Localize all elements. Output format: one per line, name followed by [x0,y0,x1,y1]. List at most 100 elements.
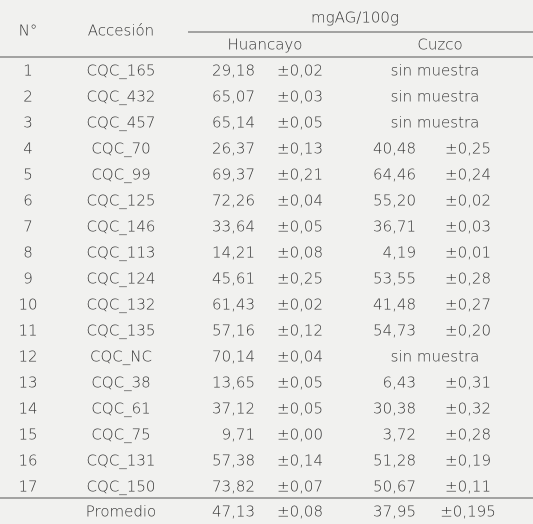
huancayo-value: 9,71 [222,426,255,444]
row-number: 13 [18,374,37,392]
huancayo-error: ±0,05 [277,114,323,132]
huancayo-error: ±0,12 [277,322,323,340]
huancayo-value: 26,37 [212,140,255,158]
huancayo-error: ±0,03 [277,88,323,106]
accession: CQC_432 [87,88,156,106]
huancayo-value: 14,21 [212,244,255,262]
huancayo-value: 57,38 [212,452,255,470]
huancayo-value: 70,14 [212,348,255,366]
cuzco-value: 64,46 [373,166,416,184]
huancayo-error: ±0,05 [277,218,323,236]
accession: CQC_113 [87,244,156,262]
cuzco-value: 41,48 [373,296,416,314]
accession: CQC_132 [87,296,156,314]
row-number: 7 [23,218,33,236]
accession: CQC_125 [87,192,156,210]
huancayo-error: ±0,21 [277,166,323,184]
huancayo-error: ±0,04 [277,192,323,210]
no-sample: sin muestra [391,348,480,366]
cuzco-value: 6,43 [383,374,416,392]
no-sample: sin muestra [391,62,480,80]
huancayo-error: ±0,07 [277,478,323,496]
accession: CQC_146 [87,218,156,236]
huancayo-error: ±0,05 [277,374,323,392]
accession: CQC_99 [91,166,150,184]
accession: CQC_135 [87,322,156,340]
huancayo-value: 65,14 [212,114,255,132]
huancayo-value: 73,82 [212,478,255,496]
cuzco-value: 54,73 [373,322,416,340]
huancayo-value: 65,07 [212,88,255,106]
header-number: N° [19,22,38,40]
row-number: 11 [18,322,37,340]
accession: CQC_NC [90,348,152,366]
cuzco-value: 51,28 [373,452,416,470]
huancayo-value: 72,26 [212,192,255,210]
cuzco-value: 3,72 [383,426,416,444]
header-accession: Accesión [88,22,154,40]
cuzco-error: ±0,11 [445,478,491,496]
header-site2: Cuzco [417,36,462,54]
cuzco-error: ±0,27 [445,296,491,314]
huancayo-value: 45,61 [212,270,255,288]
footer-huancayo-error: ±0,08 [277,503,323,521]
accession: CQC_150 [87,478,156,496]
huancayo-error: ±0,05 [277,400,323,418]
cuzco-value: 40,48 [373,140,416,158]
footer-cuzco-error: ±0,195 [440,503,496,521]
row-number: 14 [18,400,37,418]
row-number: 16 [18,452,37,470]
cuzco-value: 55,20 [373,192,416,210]
huancayo-error: ±0,13 [277,140,323,158]
no-sample: sin muestra [391,88,480,106]
header-unit: mgAG/100g [311,9,399,27]
no-sample: sin muestra [391,114,480,132]
row-number: 4 [23,140,33,158]
accession: CQC_38 [91,374,150,392]
row-number: 1 [23,62,33,80]
cuzco-error: ±0,25 [445,140,491,158]
cuzco-value: 36,71 [373,218,416,236]
accession: CQC_457 [87,114,156,132]
cuzco-error: ±0,02 [445,192,491,210]
huancayo-error: ±0,00 [277,426,323,444]
row-number: 2 [23,88,33,106]
row-number: 9 [23,270,33,288]
cuzco-error: ±0,03 [445,218,491,236]
cuzco-error: ±0,01 [445,244,491,262]
huancayo-error: ±0,08 [277,244,323,262]
row-number: 5 [23,166,33,184]
cuzco-value: 4,19 [383,244,416,262]
huancayo-value: 37,12 [212,400,255,418]
huancayo-error: ±0,04 [277,348,323,366]
huancayo-error: ±0,25 [277,270,323,288]
accession: CQC_131 [87,452,156,470]
row-number: 17 [18,478,37,496]
huancayo-value: 29,18 [212,62,255,80]
cuzco-error: ±0,28 [445,426,491,444]
row-number: 10 [18,296,37,314]
header-site1: Huancayo [228,36,303,54]
cuzco-error: ±0,31 [445,374,491,392]
cuzco-error: ±0,24 [445,166,491,184]
cuzco-error: ±0,32 [445,400,491,418]
accession: CQC_124 [87,270,156,288]
cuzco-value: 50,67 [373,478,416,496]
huancayo-value: 69,37 [212,166,255,184]
huancayo-value: 61,43 [212,296,255,314]
accession: CQC_75 [91,426,150,444]
row-number: 15 [18,426,37,444]
cuzco-value: 53,55 [373,270,416,288]
accession: CQC_61 [91,400,150,418]
cuzco-value: 30,38 [373,400,416,418]
footer-cuzco-value: 37,95 [373,503,416,521]
huancayo-error: ±0,02 [277,296,323,314]
accession: CQC_165 [87,62,156,80]
huancayo-value: 13,65 [212,374,255,392]
cuzco-error: ±0,28 [445,270,491,288]
cuzco-error: ±0,19 [445,452,491,470]
footer-huancayo-value: 47,13 [212,503,255,521]
huancayo-value: 57,16 [212,322,255,340]
